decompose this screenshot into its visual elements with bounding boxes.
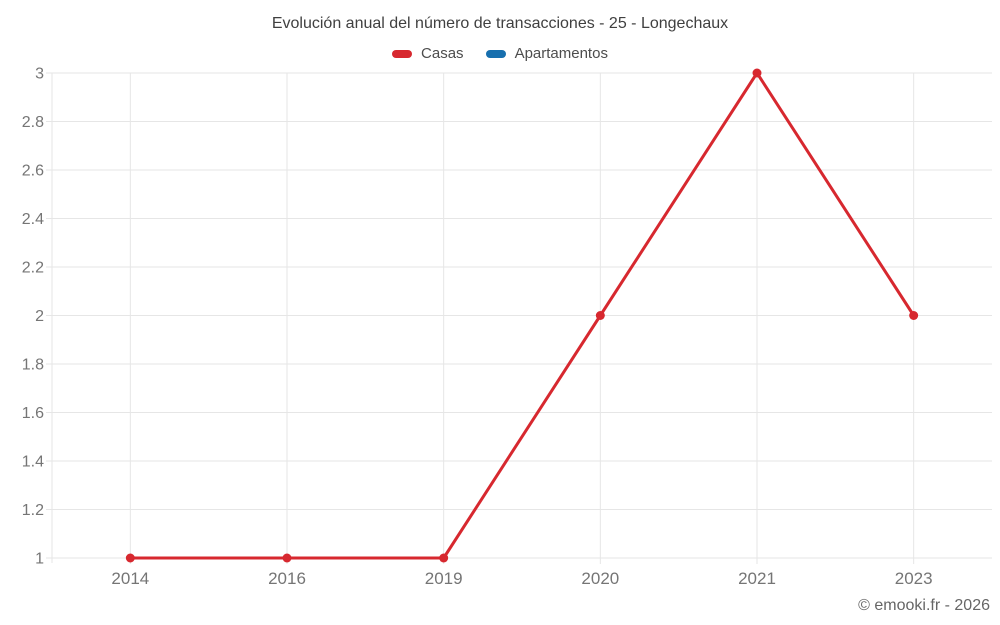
data-point [595, 311, 605, 320]
x-axis-label: 2020 [581, 569, 619, 588]
x-axis-label: 2021 [738, 569, 776, 588]
data-point [125, 553, 135, 563]
series-line-casas [128, 71, 916, 560]
legend-swatch-apartamentos [485, 49, 506, 58]
data-point [909, 311, 919, 320]
x-axis-label: 2023 [895, 569, 933, 588]
legend-label-casas: Casas [421, 45, 464, 62]
credit-text: © emooki.fr - 2026 [858, 597, 990, 614]
y-axis-label: 3 [35, 66, 44, 83]
y-axis-label: 1.2 [22, 502, 44, 519]
y-axis-label: 2.2 [22, 260, 44, 277]
x-axis-label: 2014 [111, 569, 149, 588]
y-axis-label: 2 [35, 308, 44, 325]
legend-item-casas[interactable]: Casas [392, 45, 464, 62]
y-axis-label: 1.8 [22, 357, 44, 374]
y-axis-label: 2.4 [22, 211, 44, 228]
legend-item-apartamentos[interactable]: Apartamentos [485, 45, 608, 62]
data-point [439, 553, 449, 563]
y-axis-label: 1.6 [22, 405, 44, 422]
y-axis-label: 1 [35, 551, 44, 568]
legend: Casas Apartamentos [0, 45, 1000, 62]
y-axis-label: 2.8 [22, 114, 44, 131]
data-point [752, 68, 762, 78]
legend-swatch-casas [392, 49, 413, 58]
x-axis-label: 2019 [425, 569, 463, 588]
x-axis-label: 2016 [268, 569, 306, 588]
y-axis-label: 2.6 [22, 163, 44, 180]
y-axis-label: 1.4 [22, 454, 44, 471]
data-point [282, 553, 292, 563]
legend-label-apartamentos: Apartamentos [514, 45, 608, 62]
chart-title: Evolución anual del número de transaccio… [271, 15, 729, 32]
